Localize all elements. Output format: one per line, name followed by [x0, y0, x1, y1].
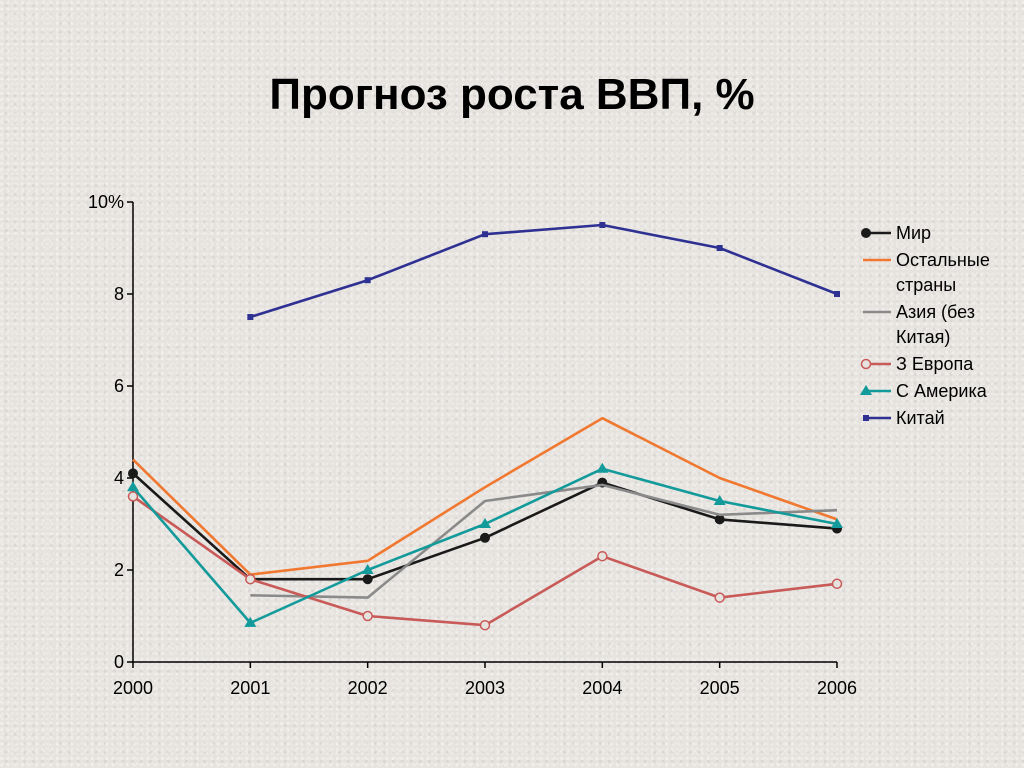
data-point-5: [482, 231, 488, 238]
data-point-4: [713, 495, 726, 505]
y-tick-label: 8: [114, 284, 124, 304]
legend-label-2: Китая): [896, 327, 950, 347]
series-line-4: [132, 467, 838, 625]
data-point-3: [127, 491, 139, 502]
y-tick-label: 10%: [88, 192, 124, 212]
data-point-4: [831, 518, 843, 528]
x-tick-label: 2004: [582, 678, 622, 698]
series-line-2: [250, 483, 838, 599]
x-tick-label: 2003: [465, 678, 505, 698]
data-point-5: [716, 245, 723, 251]
legend-marker-4: [860, 385, 872, 395]
data-point-5: [599, 222, 606, 228]
data-point-4: [479, 518, 491, 528]
data-point-3: [362, 610, 373, 622]
legend-marker-3: [860, 358, 872, 370]
legend-label-3: З Европа: [896, 354, 974, 374]
legend-label-1: Остальные: [896, 250, 990, 270]
data-point-5: [247, 314, 254, 320]
data-point-0: [128, 468, 138, 479]
x-tick-label: 2000: [113, 678, 153, 698]
data-point-0: [714, 514, 725, 525]
y-tick-label: 0: [114, 652, 124, 672]
legend-marker-5: [863, 415, 869, 421]
legend-label-2: Азия (без: [896, 302, 975, 322]
legend-label-4: С Америка: [896, 381, 988, 401]
chart-title: Прогноз роста ВВП, %: [269, 70, 755, 119]
series-line-1: [132, 416, 838, 576]
data-point-3: [714, 592, 725, 603]
legend-label-5: Китай: [896, 408, 945, 428]
data-point-3: [597, 550, 608, 562]
data-point-0: [362, 574, 373, 585]
x-tick-label: 2002: [348, 678, 388, 698]
y-tick-label: 2: [114, 560, 124, 580]
legend-marker-0: [861, 228, 871, 238]
data-point-4: [127, 481, 139, 492]
data-point-4: [244, 616, 257, 627]
data-point-3: [245, 573, 256, 585]
x-tick-label: 2005: [700, 678, 740, 698]
series-line-5: [249, 223, 838, 319]
data-point-0: [480, 532, 490, 543]
y-tick-label: 4: [114, 468, 124, 488]
data-point-3: [831, 578, 843, 590]
series-line-3: [132, 495, 838, 627]
data-point-5: [834, 291, 840, 297]
data-point-4: [596, 462, 609, 473]
y-tick-label: 6: [114, 376, 124, 396]
data-point-5: [364, 277, 371, 284]
legend-label-0: Мир: [896, 223, 931, 243]
data-point-4: [361, 564, 374, 574]
data-point-3: [479, 619, 491, 631]
x-tick-label: 2006: [817, 678, 857, 698]
x-tick-label: 2001: [230, 678, 270, 698]
legend-label-1: страны: [896, 275, 956, 295]
